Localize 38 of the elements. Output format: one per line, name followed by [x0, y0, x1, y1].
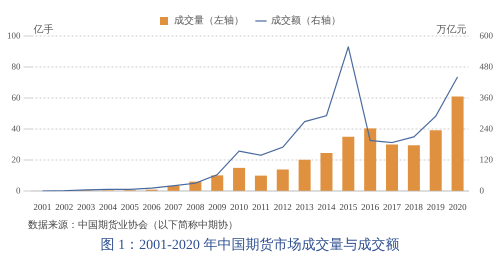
x-tick-label: 2010 — [230, 202, 249, 212]
x-tick-label: 2006 — [142, 202, 162, 212]
x-tick-label: 2016 — [361, 202, 380, 212]
y2-tick-label: 600 — [480, 30, 494, 40]
y-tick-label: 20 — [12, 154, 21, 165]
y-tick-label: 100 — [7, 30, 21, 40]
y2-tick-label: 240 — [480, 123, 494, 134]
x-tick-label: 2013 — [296, 202, 314, 212]
text: 图 1：2001-2020 年中国期货市场成交量与成交额 — [100, 236, 400, 254]
legend-label: 成交额（右轴） — [271, 14, 341, 27]
x-tick-label: 2002 — [55, 202, 74, 212]
x-tick-label: 2003 — [77, 202, 96, 212]
y-tick-label: 0 — [16, 186, 21, 196]
x-tick-label: 2011 — [252, 202, 270, 212]
y-axis-title: 亿手 — [32, 24, 54, 36]
legend-label: 成交量（左轴） — [174, 14, 244, 27]
x-tick-label: 2015 — [339, 202, 358, 212]
y2-tick-label: 480 — [480, 61, 494, 72]
y2-axis-title: 万亿元 — [436, 24, 466, 36]
x-tick-label: 2012 — [274, 202, 292, 212]
x-tick-label: 2018 — [404, 202, 424, 212]
x-tick-label: 2020 — [448, 202, 468, 212]
y2-tick-label: 360 — [480, 92, 494, 102]
x-tick-label: 2019 — [426, 202, 446, 212]
x-tick-label: 2014 — [317, 202, 336, 212]
x-tick-label: 2008 — [186, 202, 205, 212]
y2-tick-label: 120 — [480, 154, 494, 165]
x-tick-label: 2007 — [164, 202, 184, 212]
source-note: 数据来源：中国期货业协会（以下简称中期协） — [28, 218, 238, 232]
y-tick-label: 40 — [12, 123, 21, 134]
x-tick-label: 2004 — [98, 202, 118, 212]
y-tick-label: 60 — [12, 92, 21, 102]
y2-tick-label: 0 — [480, 186, 484, 196]
y-tick-label: 80 — [12, 61, 21, 72]
x-tick-label: 2009 — [208, 202, 227, 212]
x-tick-label: 2017 — [383, 202, 402, 212]
x-tick-label: 2001 — [33, 202, 52, 212]
x-tick-label: 2005 — [120, 202, 140, 212]
